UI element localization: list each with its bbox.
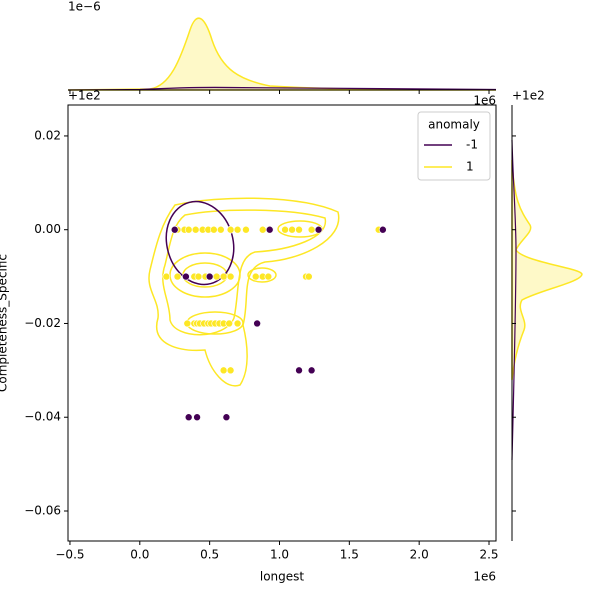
y-axis-label: Completeness_Specific (0, 254, 10, 392)
point (314, 225, 323, 234)
contour (169, 252, 241, 298)
point (184, 413, 193, 422)
point (307, 366, 316, 375)
legend-label: 1 (466, 160, 474, 174)
top-density-neg1 (67, 86, 497, 91)
density-offset-label: 1e−6 (68, 0, 101, 14)
x-tick-label: −0.5 (55, 548, 84, 562)
point (210, 225, 218, 234)
point (225, 319, 233, 328)
point (226, 225, 235, 234)
legend-label: -1 (466, 138, 478, 152)
point (242, 225, 250, 234)
x-axis-label: longest (260, 570, 305, 584)
point (288, 225, 296, 234)
point (173, 272, 182, 281)
legend-title: anomaly (428, 118, 480, 132)
legend-box (417, 111, 491, 181)
right-density-neg1 (511, 139, 517, 461)
y-tick-label: −0.02 (24, 316, 61, 330)
x-offset-label: 1e6 (473, 570, 496, 584)
point (182, 272, 190, 281)
y-tick-label: 0.02 (34, 128, 61, 142)
point (205, 272, 214, 281)
kde-contours (148, 197, 340, 387)
x-tick-label: 1.0 (270, 548, 289, 562)
y-tick-label: −0.06 (24, 503, 61, 517)
point (379, 225, 387, 234)
point (281, 225, 289, 234)
point (258, 225, 267, 234)
contour (162, 209, 326, 336)
y-offset-label: +1e2 (68, 89, 101, 103)
contour (247, 267, 277, 283)
point (193, 413, 201, 422)
point (191, 225, 200, 234)
point (170, 225, 179, 234)
y-offset-label-right: +1e2 (512, 89, 545, 103)
point (264, 272, 273, 281)
contour (165, 200, 235, 286)
point (194, 272, 203, 281)
point (253, 319, 261, 328)
x-tick-label: 0.5 (200, 548, 219, 562)
x-tick-label: 0.0 (130, 548, 149, 562)
x-tick-label: 2.0 (410, 548, 429, 562)
point (226, 272, 235, 281)
point (307, 225, 316, 234)
point (183, 319, 192, 328)
point (251, 272, 260, 281)
point (222, 413, 231, 422)
contour (148, 197, 340, 387)
point (219, 366, 228, 375)
point (233, 225, 242, 234)
y-tick-label: −0.04 (24, 410, 61, 424)
point (162, 272, 171, 281)
y-tick-label: 0.00 (34, 222, 61, 236)
point (265, 225, 274, 234)
x-tick-label: 1.5 (340, 548, 359, 562)
point (233, 319, 242, 328)
top-density-1 (67, 17, 497, 91)
point (217, 225, 225, 234)
point (212, 272, 221, 281)
x-offset-label-top: 1e6 (473, 94, 496, 108)
right-density-1 (511, 159, 583, 381)
point (295, 366, 303, 375)
legend: anomaly (417, 111, 491, 181)
point (305, 272, 313, 281)
point (295, 225, 303, 234)
point (219, 272, 228, 281)
point (226, 366, 235, 375)
point (184, 225, 193, 234)
x-tick-label: 2.5 (479, 548, 498, 562)
